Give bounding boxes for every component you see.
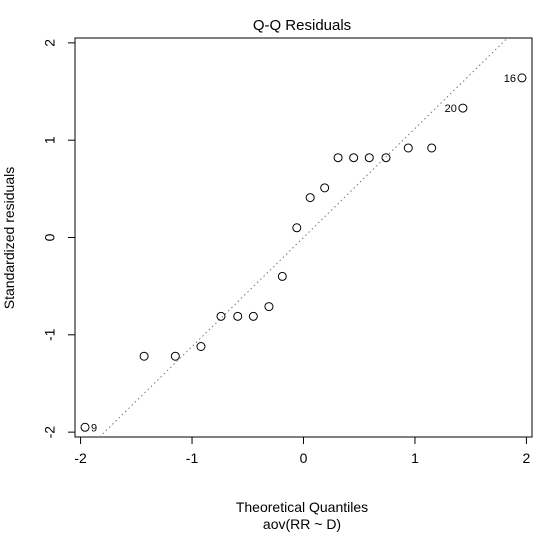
data-point (517, 73, 527, 83)
y-tick-label: 2 (42, 39, 58, 47)
x-axis-sublabel: aov(RR ~ D) (263, 516, 341, 532)
data-point (458, 103, 468, 113)
x-tick-label: 2 (523, 450, 531, 466)
data-point (80, 422, 90, 432)
x-axis-label: Theoretical Quantiles (236, 499, 368, 515)
chart-title: Q-Q Residuals (253, 17, 351, 34)
data-point (277, 271, 287, 281)
data-point (248, 311, 258, 321)
x-tick-label: -2 (74, 450, 87, 466)
qq-reference-line (99, 37, 508, 438)
data-point (320, 183, 330, 193)
data-point (292, 223, 302, 233)
point-label: 16 (504, 73, 516, 85)
y-tick-label: -1 (42, 328, 58, 341)
y-tick-label: 0 (42, 233, 58, 241)
data-point (139, 351, 149, 361)
x-tick-label: 1 (411, 450, 419, 466)
data-point (216, 311, 226, 321)
data-point (364, 153, 374, 163)
data-point (170, 351, 180, 361)
data-point (333, 153, 343, 163)
data-point (381, 153, 391, 163)
point-label: 20 (445, 103, 457, 115)
data-point (427, 143, 437, 153)
point-label: 9 (91, 422, 97, 434)
plot-frame (74, 37, 533, 438)
reference-line (99, 37, 508, 438)
axes: -2 -1 0 1 2 -2 -1 0 1 2 (42, 37, 533, 466)
x-tick-label: -1 (186, 450, 199, 466)
data-point (349, 153, 359, 163)
data-point (264, 302, 274, 312)
data-point (196, 341, 206, 351)
data-point (403, 143, 413, 153)
data-point (305, 193, 315, 203)
data-points: 9 20 16 (80, 73, 527, 434)
y-axis-label: Standardized residuals (1, 167, 17, 309)
x-tick-label: 0 (300, 450, 308, 466)
y-tick-label: 1 (42, 136, 58, 144)
y-tick-label: -2 (42, 426, 58, 439)
data-point (233, 311, 243, 321)
